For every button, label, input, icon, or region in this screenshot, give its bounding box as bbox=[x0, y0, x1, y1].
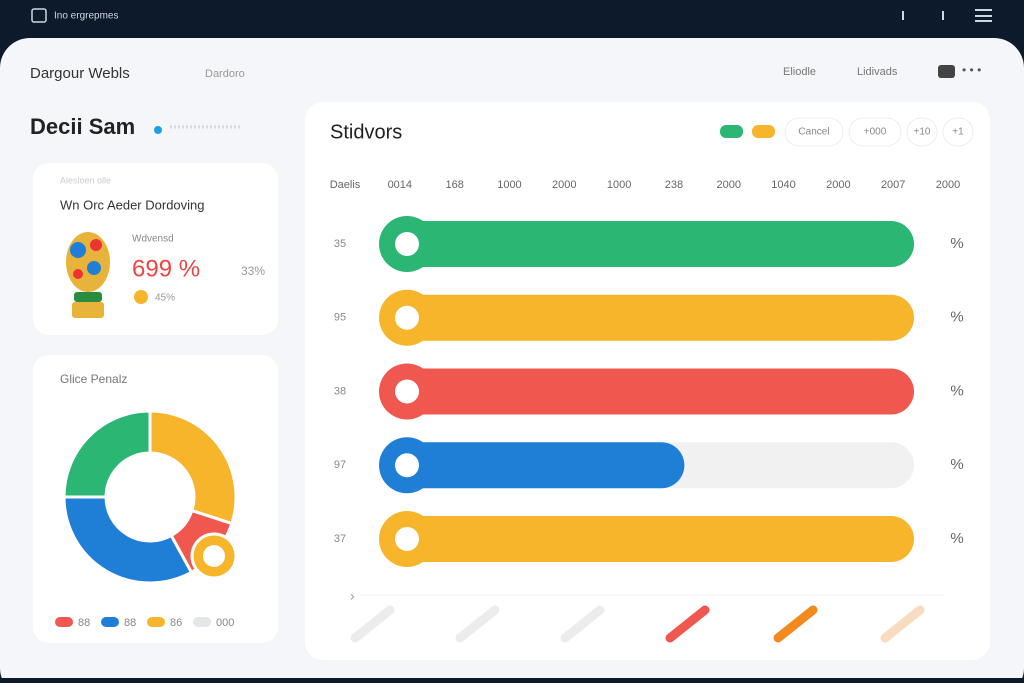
link[interactable]: Lidivads bbox=[857, 66, 898, 78]
button[interactable] bbox=[848, 117, 902, 147]
legend-label: 88 bbox=[78, 617, 90, 629]
axis-label: 2000 bbox=[552, 179, 576, 191]
legend-swatch bbox=[147, 617, 165, 627]
kicker: Alesloen olle bbox=[60, 175, 111, 185]
button-label[interactable]: +1 bbox=[952, 127, 964, 138]
bar bbox=[380, 368, 914, 415]
button-label[interactable]: Cancel bbox=[798, 127, 829, 138]
row-label: 97 bbox=[334, 459, 346, 471]
button-label[interactable]: +000 bbox=[864, 127, 887, 138]
button-label[interactable]: +10 bbox=[914, 127, 931, 138]
bar bbox=[380, 516, 914, 562]
icon[interactable] bbox=[902, 11, 904, 20]
legend-swatch bbox=[101, 617, 119, 627]
button[interactable] bbox=[938, 65, 955, 78]
stat-legend: 45% bbox=[155, 293, 175, 304]
button[interactable] bbox=[942, 117, 974, 147]
bar bbox=[380, 294, 914, 341]
donut-slice bbox=[148, 409, 238, 526]
axis-label: 1040 bbox=[771, 179, 795, 191]
axis-label: 2000 bbox=[716, 179, 740, 191]
legend-dot bbox=[752, 125, 775, 138]
panel-title: Stidvors bbox=[330, 121, 402, 143]
button[interactable] bbox=[906, 117, 938, 147]
card-title: Glice Penalz bbox=[60, 372, 127, 386]
donut-slice bbox=[62, 409, 152, 499]
bar bbox=[380, 442, 685, 489]
trophy-icon bbox=[66, 232, 110, 318]
donut-slice bbox=[62, 495, 194, 585]
app-title: Ino ergrepmes bbox=[54, 11, 118, 22]
legend-dot bbox=[134, 290, 148, 304]
icon[interactable] bbox=[942, 11, 944, 20]
bar-cap-hole bbox=[395, 453, 419, 478]
row-unit: % bbox=[950, 456, 963, 473]
link[interactable]: Eliodle bbox=[783, 66, 816, 78]
row-label: 38 bbox=[334, 385, 346, 397]
dot bbox=[154, 126, 162, 134]
legend-label: 86 bbox=[170, 617, 182, 629]
axis-label: 238 bbox=[665, 179, 683, 191]
button[interactable] bbox=[784, 117, 844, 147]
row-unit: % bbox=[950, 382, 963, 399]
axis-label: 2000 bbox=[936, 179, 960, 191]
row-unit: % bbox=[950, 530, 963, 547]
bar-cap-hole bbox=[395, 232, 419, 256]
menu[interactable] bbox=[975, 9, 992, 22]
axis-label: 0014 bbox=[388, 179, 412, 191]
legend-label: 000 bbox=[216, 617, 234, 629]
row-label: 35 bbox=[334, 238, 346, 250]
card-title: Wn Orc Aeder Dordoving bbox=[60, 197, 205, 212]
page-title: Dargour Webls bbox=[30, 65, 130, 82]
tab[interactable]: Dardoro bbox=[205, 68, 245, 80]
axis-label: 1000 bbox=[607, 179, 631, 191]
legend-swatch bbox=[193, 617, 211, 627]
legend-label: 88 bbox=[124, 617, 136, 629]
top-bar bbox=[0, 0, 1024, 40]
row-label: 95 bbox=[334, 312, 346, 324]
bar-cap-hole bbox=[395, 527, 419, 551]
legend-dot bbox=[720, 125, 743, 138]
stat-label: Wdvensd bbox=[132, 234, 174, 245]
axis-label: 2007 bbox=[881, 179, 905, 191]
legend-swatch bbox=[55, 617, 73, 627]
donut-badge-hole bbox=[203, 545, 225, 567]
row-unit: % bbox=[950, 309, 963, 326]
axis-label: 168 bbox=[445, 179, 463, 191]
app-icon[interactable] bbox=[31, 8, 47, 23]
stat-side: 33% bbox=[241, 264, 265, 278]
stat-value: 699 % bbox=[132, 255, 200, 282]
section-title: Decii Sam bbox=[30, 114, 135, 139]
axis-label: Daelis bbox=[330, 179, 361, 191]
bar bbox=[380, 221, 914, 267]
bar-cap-hole bbox=[395, 379, 419, 404]
row-unit: % bbox=[950, 235, 963, 252]
more[interactable]: • • • bbox=[962, 63, 981, 77]
decorations bbox=[350, 605, 925, 643]
axis-label: 2000 bbox=[826, 179, 850, 191]
bar-cap-hole bbox=[395, 305, 419, 330]
axis-label: 1000 bbox=[497, 179, 521, 191]
row-label: 37 bbox=[334, 533, 346, 545]
pager[interactable]: › bbox=[350, 588, 355, 604]
